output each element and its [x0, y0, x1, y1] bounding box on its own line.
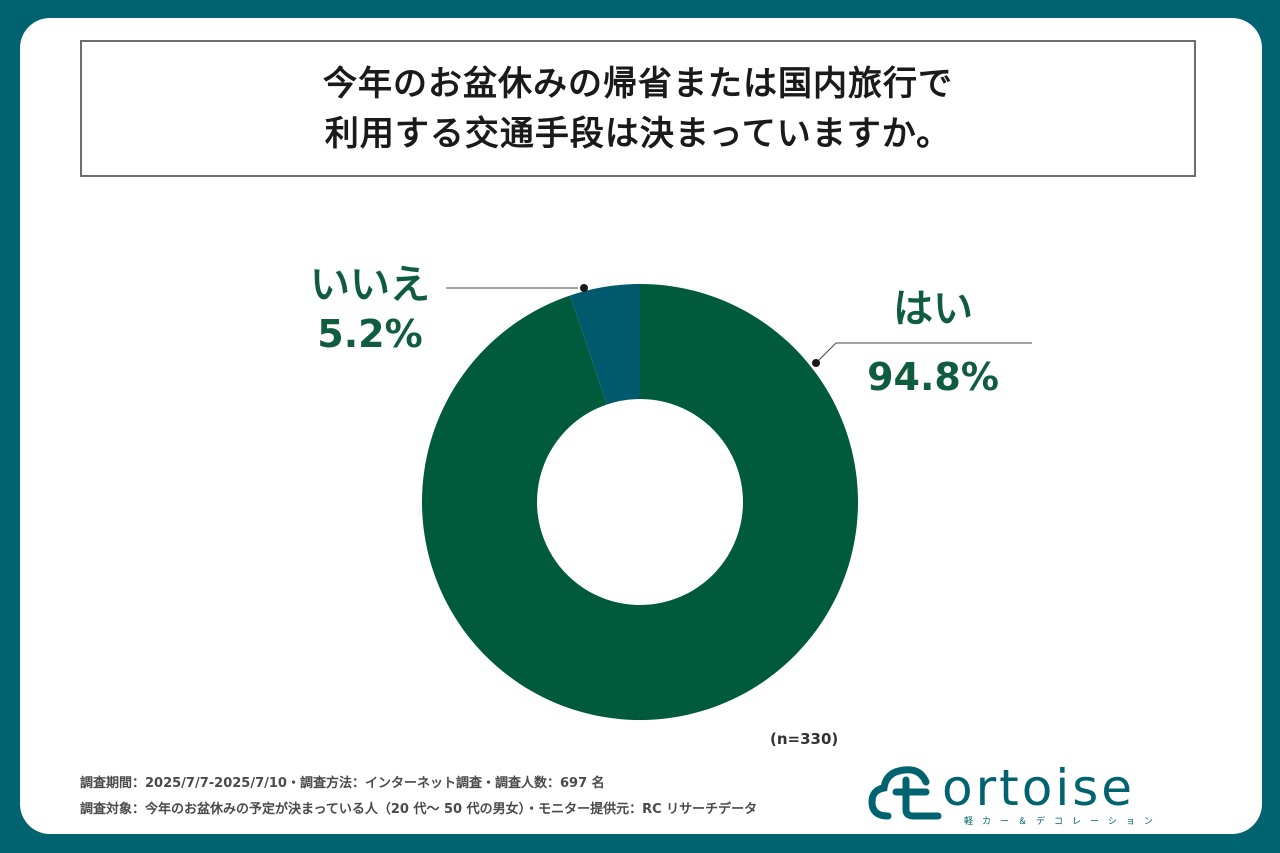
footnote-survey-period: 調査期間：2025/7/7-2025/7/10・調査方法：インターネット調査・調…	[80, 776, 605, 791]
title-line-2: 利用する交通手段は決まっていますか。	[324, 113, 952, 154]
slice-value-yes: 94.8%	[867, 355, 999, 399]
leader-line-yes-diagonal	[815, 342, 837, 364]
slice-yes	[421, 284, 858, 720]
leader-dot-yes	[812, 359, 820, 367]
chart-slices	[421, 284, 858, 720]
title-box: 今年のお盆休みの帰省または国内旅行で 利用する交通手段は決まっていますか。	[80, 40, 1196, 177]
slice-value-no: 5.2%	[317, 312, 422, 356]
slice-no	[570, 284, 640, 405]
sample-size-label: (n=330)	[770, 730, 839, 748]
slice-label-yes: はい	[893, 286, 973, 332]
tortoise-logo: ortoise 軽カー＆デコレーション	[868, 758, 1208, 828]
leader-dot-no	[580, 284, 588, 292]
slice-label-no: いいえ	[310, 262, 430, 308]
cloud-t-icon	[868, 766, 942, 820]
logo-subtitle: 軽カー＆デコレーション	[964, 817, 1162, 827]
logo-wordmark: ortoise	[942, 759, 1136, 817]
title-line-1: 今年のお盆休みの帰省または国内旅行で	[323, 63, 953, 104]
footnote-survey-target: 調査対象：今年のお盆休みの予定が決まっている人（20 代～ 50 代の男女）・モ…	[80, 802, 758, 817]
